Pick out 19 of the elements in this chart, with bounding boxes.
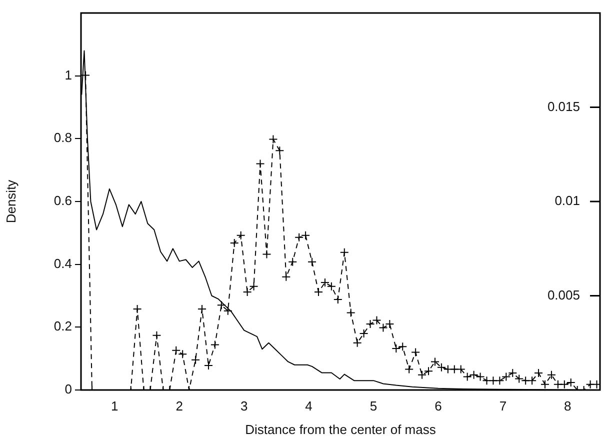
- x-tick-label: 1: [111, 398, 118, 414]
- x-tick-label: 4: [305, 398, 312, 414]
- x-tick-label: 5: [370, 398, 378, 414]
- x-axis-title: Distance from the center of mass: [245, 422, 436, 437]
- y2-tick-label: 0.01: [554, 193, 580, 208]
- y-tick-label: 0: [64, 382, 72, 397]
- y-tick-label: 0.6: [54, 193, 72, 208]
- x-tick-label: 7: [499, 398, 507, 414]
- y2-tick-label: 0.015: [547, 98, 580, 114]
- x-tick-label: 2: [176, 398, 183, 414]
- y-tick-label: 0.4: [54, 256, 72, 271]
- y-tick-label: 1: [64, 67, 72, 82]
- y-tick-label: 0.2: [54, 318, 72, 334]
- y-axis-title: Density: [3, 179, 18, 224]
- x-tick-label: 8: [564, 398, 572, 414]
- y-tick-label: 0.8: [54, 130, 72, 146]
- y2-tick-label: 0.005: [547, 287, 580, 302]
- x-tick-label: 6: [434, 398, 442, 414]
- x-tick-label: 3: [240, 398, 248, 414]
